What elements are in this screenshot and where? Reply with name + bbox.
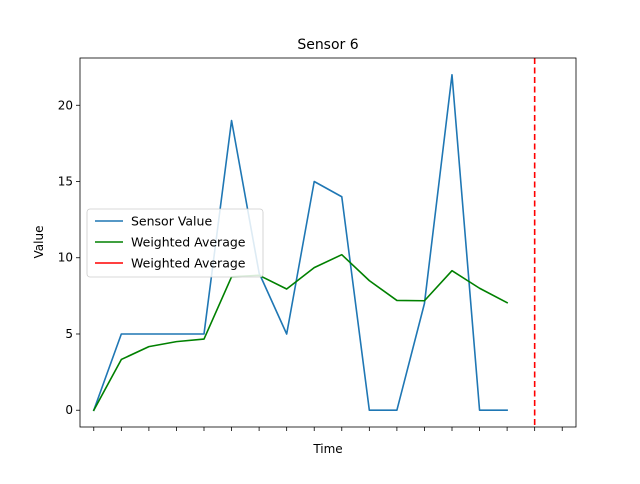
y-tick-label: 10 xyxy=(58,251,73,265)
y-axis-label: Value xyxy=(32,226,46,259)
x-axis-label: Time xyxy=(312,442,342,456)
y-tick-label: 0 xyxy=(65,403,73,417)
legend: Sensor Value Weighted Average Weighted Ave… xyxy=(86,208,264,278)
legend-label: Weighted Average xyxy=(131,235,246,250)
y-tick-label: 5 xyxy=(65,327,73,341)
chart-title: Sensor 6 xyxy=(297,37,358,53)
legend-label: Sensor Value xyxy=(131,214,212,229)
y-tick-label: 20 xyxy=(58,98,73,112)
series-line-0 xyxy=(92,73,508,412)
axes-frame xyxy=(79,57,577,428)
legend-label: Weighted Average xyxy=(131,256,246,271)
series-line-1 xyxy=(92,253,509,412)
legend-box xyxy=(86,208,264,278)
y-tick-label: 15 xyxy=(58,175,73,189)
plot-area: 0 5 10 15 20 xyxy=(58,57,577,431)
